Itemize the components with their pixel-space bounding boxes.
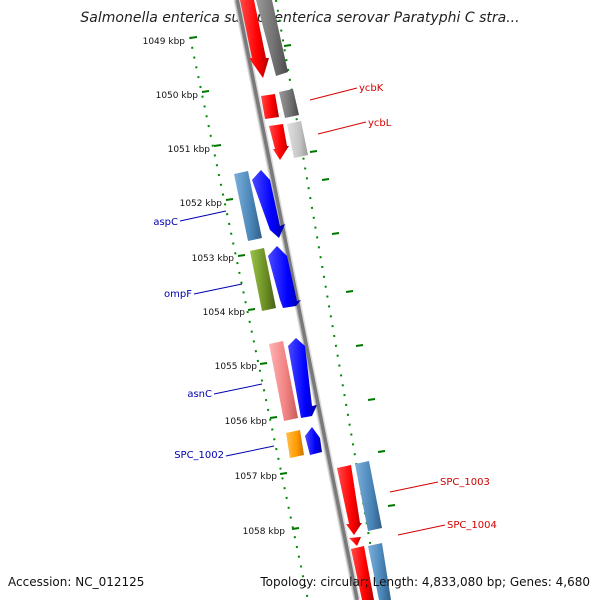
tick-label-1057: 1057 kbp [235, 472, 278, 482]
gene-label-ycbK[interactable]: ycbK [309, 83, 384, 101]
gene-label-text[interactable]: aspC [153, 217, 178, 228]
tick-label-1052: 1052 kbp [180, 199, 223, 209]
forward-cds-bottom-red[interactable] [351, 546, 374, 600]
gene-label-SPC_1002[interactable]: SPC_1002 [174, 445, 275, 461]
gene-label-SPC_1004[interactable]: SPC_1004 [397, 520, 497, 536]
gene-ycbK-grey[interactable] [279, 89, 299, 118]
leader-line [317, 121, 367, 135]
gene-label-aspC[interactable]: aspC [153, 210, 227, 228]
gene-label-asnC[interactable]: asnC [187, 383, 263, 400]
tick-label-1049: 1049 kbp [143, 37, 186, 47]
leader-line [213, 383, 263, 395]
gene-label-SPC_1003[interactable]: SPC_1003 [389, 477, 490, 493]
forward-cds-top-red[interactable] [240, 0, 269, 78]
gene-SPC1002-blue[interactable] [305, 427, 322, 455]
gene-SPC1002-orange[interactable] [286, 430, 304, 458]
feature-top-grey[interactable] [256, 0, 288, 76]
gene-SPC1003-red[interactable] [337, 465, 362, 535]
leader-line [309, 87, 358, 101]
ruler-inner-dotted [189, 36, 309, 600]
genome-summary: Topology: circular; Length: 4,833,080 bp… [259, 575, 590, 589]
gene-label-text[interactable]: SPC_1004 [447, 520, 497, 531]
gene-SPC1004-red-small[interactable] [349, 537, 361, 546]
tick-label-1053: 1053 kbp [192, 254, 235, 264]
gene-ycbK-red[interactable] [261, 94, 279, 119]
tick-label-1055: 1055 kbp [215, 362, 258, 372]
tick-label-1058: 1058 kbp [243, 527, 286, 537]
gene-asnC-blue[interactable] [288, 338, 317, 418]
tick-label-1051: 1051 kbp [168, 145, 211, 155]
tick-label-1056: 1056 kbp [225, 417, 268, 427]
accession-label: Accession: NC_012125 [8, 575, 144, 589]
gene-ompF-blue[interactable] [268, 246, 301, 308]
feature-bottom-steel[interactable] [368, 543, 391, 600]
gene-label-text[interactable]: asnC [187, 389, 212, 400]
gene-label-text[interactable]: ompF [164, 289, 192, 300]
gene-SPC1003-steel[interactable] [355, 461, 382, 531]
tick-label-1050: 1050 kbp [156, 91, 199, 101]
gene-label-text[interactable]: ycbL [368, 118, 392, 129]
feature-tracks[interactable] [234, 0, 391, 600]
gene-label-ompF[interactable]: ompF [164, 283, 243, 300]
leader-line [179, 210, 227, 222]
gene-label-text[interactable]: SPC_1003 [440, 477, 490, 488]
tick-label-1054: 1054 kbp [203, 308, 246, 318]
tick-labels: 1049 kbp 1050 kbp 1051 kbp 1052 kbp 1053… [143, 37, 286, 537]
leader-line [193, 283, 243, 295]
gene-asnC-pink[interactable] [269, 341, 298, 421]
leader-line [389, 481, 439, 493]
leader-line [225, 445, 275, 457]
gene-aspC-steel[interactable] [234, 171, 262, 241]
tick-marks [189, 36, 396, 530]
gene-aspC-blue[interactable] [252, 170, 285, 238]
gene-ycbL-red[interactable] [269, 124, 289, 160]
leader-line [397, 524, 446, 536]
gene-label-text[interactable]: SPC_1002 [174, 450, 224, 461]
gene-ompF-olive[interactable] [250, 248, 276, 311]
gene-ycbL-grey[interactable] [287, 121, 308, 158]
gene-label-text[interactable]: ycbK [359, 83, 384, 94]
gene-label-ycbL[interactable]: ycbL [317, 118, 392, 135]
genome-title: Salmonella enterica subsp. enterica sero… [80, 10, 519, 26]
